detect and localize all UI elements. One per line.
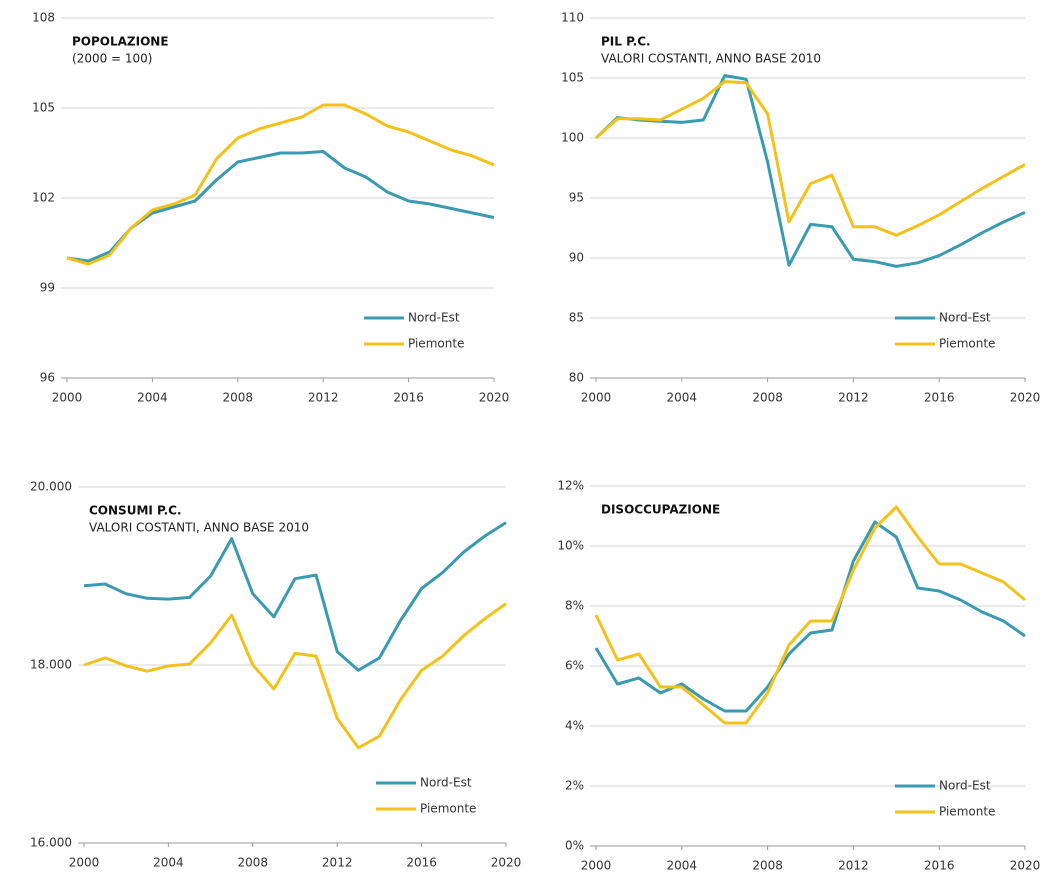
legend-label: Piemonte [408, 337, 464, 351]
x-tick-label: 2000 [69, 856, 100, 870]
legend-label: Nord-Est [939, 779, 991, 793]
x-tick-label: 2000 [581, 859, 612, 873]
y-tick-label: 96 [40, 371, 55, 385]
x-tick-label: 2020 [1010, 859, 1041, 873]
x-tick-label: 2016 [406, 856, 437, 870]
y-tick-label: 100 [561, 131, 584, 145]
series-line [595, 80, 1026, 237]
legend-label: Piemonte [939, 805, 995, 819]
legend-label: Piemonte [420, 802, 476, 816]
x-tick-label: 2016 [393, 391, 424, 405]
panel: 16.000 18.000 20.000 2000 2004 2008 2012 2016 20… [30, 480, 521, 870]
series-line [594, 520, 1026, 713]
x-tick-label: 2008 [238, 856, 269, 870]
chart-title: POPOLAZIONE [72, 35, 169, 49]
panel: 0% 2% 4% 6% 8% 10% 12% 2000 2004 2008 2012 2016 2020… [557, 479, 1040, 873]
chart-subtitle: (2000 = 100) [72, 52, 153, 66]
chart-title: CONSUMI P.C. [89, 504, 182, 518]
y-tick-label: 90 [569, 251, 584, 265]
chart-subtitle: VALORI COSTANTI, ANNO BASE 2010 [89, 521, 309, 535]
x-tick-label: 2004 [667, 859, 698, 873]
series-line [594, 74, 1026, 268]
legend-label: Piemonte [939, 337, 995, 351]
x-tick-label: 2020 [491, 856, 522, 870]
x-tick-label: 2012 [838, 859, 869, 873]
x-tick-label: 2008 [752, 859, 783, 873]
x-tick-label: 2008 [752, 391, 783, 405]
y-tick-label: 80 [569, 371, 584, 385]
y-tick-label: 10% [557, 539, 584, 553]
x-tick-label: 2020 [1010, 391, 1041, 405]
panel: 80 85 90 95 100 105 110 2000 2004 2008 2012 2016 202… [561, 11, 1040, 405]
series-line [594, 505, 1026, 725]
series-line [66, 150, 495, 263]
y-tick-label: 8% [565, 599, 584, 613]
y-tick-label: 12% [557, 479, 584, 493]
x-tick-label: 2016 [924, 859, 955, 873]
panel: 96 99 102 105 108 2000 2004 2008 2012 2016 2020 POP… [32, 11, 509, 405]
x-tick-label: 2000 [52, 391, 83, 405]
legend-label: Nord-Est [408, 311, 460, 325]
legend-label: Nord-Est [939, 311, 991, 325]
x-tick-label: 2000 [581, 391, 612, 405]
y-tick-label: 105 [561, 71, 584, 85]
x-tick-label: 2004 [667, 391, 698, 405]
x-tick-label: 2008 [223, 391, 254, 405]
y-tick-label: 85 [569, 311, 584, 325]
y-tick-label: 16.000 [30, 836, 72, 850]
series-line [66, 103, 495, 266]
x-tick-label: 2012 [322, 856, 353, 870]
x-tick-label: 2012 [308, 391, 339, 405]
y-tick-label: 108 [32, 11, 55, 25]
x-tick-label: 2004 [153, 856, 184, 870]
x-tick-label: 2004 [137, 391, 168, 405]
chart-title: PIL P.C. [601, 35, 651, 49]
x-tick-label: 2016 [924, 391, 955, 405]
chart-title: DISOCCUPAZIONE [601, 503, 720, 517]
y-tick-label: 2% [565, 779, 584, 793]
y-tick-label: 4% [565, 719, 584, 733]
y-tick-label: 110 [561, 11, 584, 25]
y-tick-label: 20.000 [30, 480, 72, 494]
x-tick-label: 2020 [479, 391, 510, 405]
y-tick-label: 105 [32, 101, 55, 115]
x-tick-label: 2012 [838, 391, 869, 405]
y-tick-label: 102 [32, 191, 55, 205]
y-tick-label: 95 [569, 191, 584, 205]
chart-subtitle: VALORI COSTANTI, ANNO BASE 2010 [601, 52, 821, 66]
y-tick-label: 6% [565, 659, 584, 673]
y-tick-label: 18.000 [30, 658, 72, 672]
y-tick-label: 0% [565, 839, 584, 853]
series-line [83, 521, 507, 672]
y-tick-label: 99 [40, 281, 55, 295]
series-line [83, 602, 507, 750]
legend-label: Nord-Est [420, 776, 472, 790]
